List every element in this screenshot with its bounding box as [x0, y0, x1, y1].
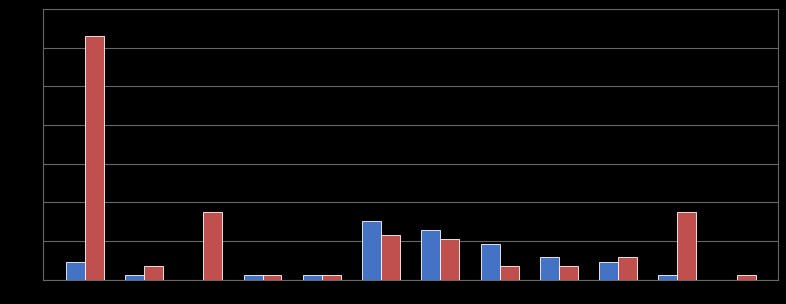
Bar — [244, 275, 263, 280]
Bar — [303, 275, 321, 280]
Bar — [381, 235, 400, 280]
Bar — [66, 262, 85, 280]
Bar — [480, 244, 500, 280]
Bar — [618, 257, 637, 280]
Bar — [85, 36, 104, 280]
Bar — [500, 266, 519, 280]
Bar — [540, 257, 559, 280]
Bar — [678, 212, 696, 280]
Bar — [736, 275, 755, 280]
Bar — [440, 239, 459, 280]
Bar — [125, 275, 144, 280]
Bar — [599, 262, 618, 280]
Bar — [204, 212, 222, 280]
Bar — [263, 275, 281, 280]
Bar — [321, 275, 341, 280]
Bar — [559, 266, 578, 280]
Bar — [362, 221, 381, 280]
Bar — [144, 266, 163, 280]
Bar — [421, 230, 440, 280]
Bar — [659, 275, 678, 280]
